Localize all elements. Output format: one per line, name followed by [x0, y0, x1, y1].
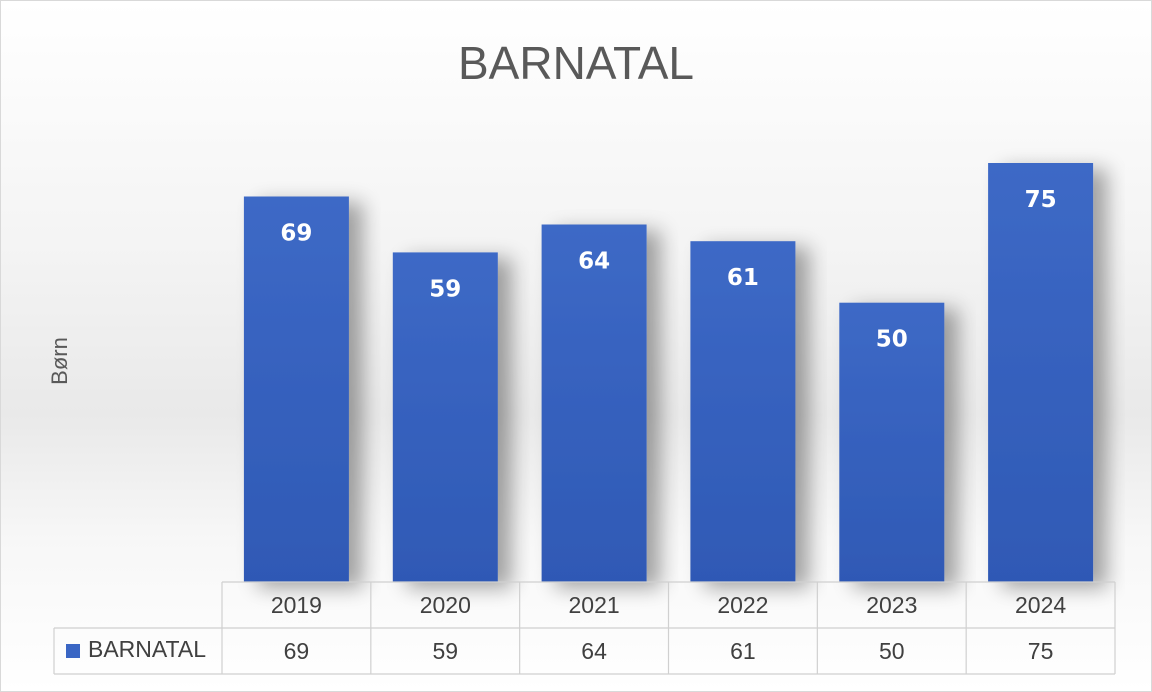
data-label-2022: 61: [727, 265, 759, 291]
bars-layer: 69 59 64 61 50 75: [243, 163, 1094, 582]
y-axis-label: Børn: [47, 337, 72, 385]
data-label-2020: 59: [429, 276, 461, 302]
table-value-2022: 61: [730, 638, 756, 664]
data-table: 2019 69 2020 59 2021 64 2022 61 2023 50 2024 75 BARN…: [53, 581, 1116, 675]
table-category-2023: 2023: [866, 592, 917, 618]
table-value-2019: 69: [284, 638, 310, 664]
table-value-2024: 75: [1028, 638, 1054, 664]
legend-swatch: [66, 644, 80, 658]
bar-2020: [392, 252, 498, 582]
bar-2023: [839, 302, 945, 582]
bar-2022: [690, 241, 796, 582]
table-value-2021: 64: [581, 638, 607, 664]
legend-series-name: BARNATAL: [88, 636, 206, 662]
table-value-2023: 50: [879, 638, 905, 664]
data-label-2023: 50: [876, 327, 908, 353]
bar-2021: [541, 224, 647, 582]
table-category-2019: 2019: [271, 592, 322, 618]
bar-2019: [243, 196, 349, 582]
data-label-2024: 75: [1025, 187, 1057, 213]
table-category-2021: 2021: [569, 592, 620, 618]
data-label-2019: 69: [280, 221, 312, 247]
data-label-2021: 64: [578, 249, 610, 275]
table-category-2020: 2020: [420, 592, 471, 618]
table-value-2020: 59: [433, 638, 459, 664]
chart-title: BARNATAL: [458, 37, 694, 89]
bar-2024: [988, 163, 1094, 582]
table-category-2024: 2024: [1015, 592, 1066, 618]
table-category-2022: 2022: [717, 592, 768, 618]
